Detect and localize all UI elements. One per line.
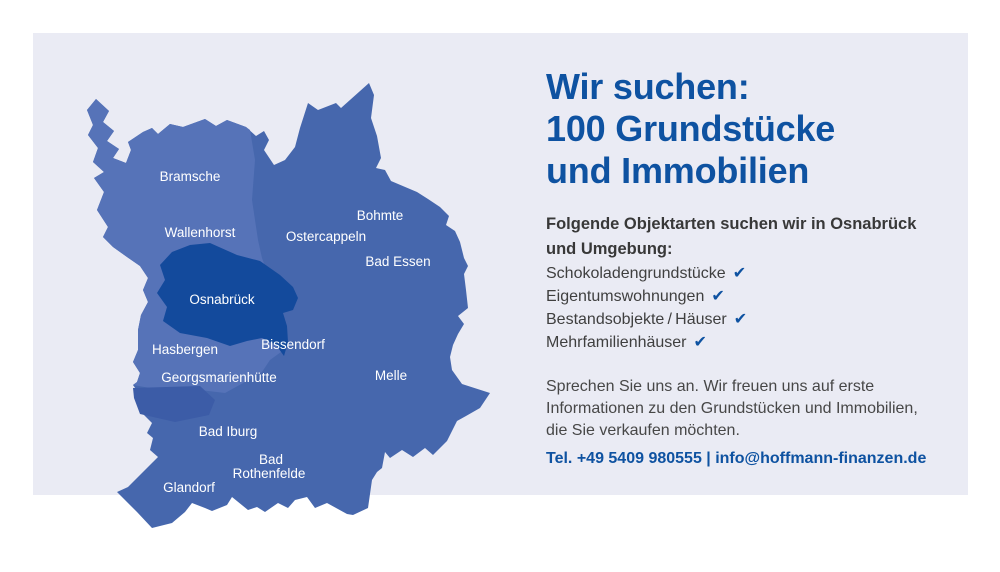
outro-line3: die Sie verkaufen möchten.	[546, 422, 740, 439]
page-title: Wir suchen: 100 Grundstücke und Immobili…	[546, 66, 958, 192]
map-label-osnabrueck: Osnabrück	[189, 292, 255, 307]
map-label-melle: Melle	[375, 368, 407, 383]
check-icon: ✔	[732, 263, 747, 282]
map-label-bad-rothenfelde-line2: Rothenfelde	[233, 466, 306, 481]
map-label-bramsche: Bramsche	[160, 169, 221, 184]
check-icon: ✔	[711, 286, 725, 305]
check-icon: ✔	[733, 309, 748, 328]
list-item: Schokoladengrundstücke ✔	[546, 262, 958, 285]
outro-line1: Sprechen Sie uns an. Wir freuen uns auf …	[546, 378, 875, 395]
map-label-ostercappeln: Ostercappeln	[286, 229, 366, 244]
headline-line2: 100 Grundstücke	[546, 108, 836, 149]
headline-line3: und Immobilien	[546, 150, 810, 191]
list-item: Eigentumswohnungen ✔	[546, 285, 958, 308]
content-column: Wir suchen: 100 Grundstücke und Immobili…	[546, 66, 958, 470]
map-label-bohmte: Bohmte	[357, 208, 404, 223]
map-label-bissendorf: Bissendorf	[261, 337, 325, 352]
check-icon: ✔	[693, 332, 707, 351]
intro-line1: Folgende Objektarten suchen wir in Osnab…	[546, 215, 917, 233]
map-label-wallenhorst: Wallenhorst	[165, 225, 236, 240]
list-item: Mehrfamilienhäuser ✔	[546, 331, 958, 354]
list-item: Bestandsobjekte / Häuser ✔	[546, 308, 958, 331]
map-label-bad-essen: Bad Essen	[365, 254, 430, 269]
osnabrueck-city-shape	[157, 243, 298, 356]
list-item-label: Eigentumswohnungen	[546, 288, 705, 305]
outro-line2: Informationen zu den Grundstücken und Im…	[546, 400, 918, 417]
headline-line1: Wir suchen:	[546, 66, 750, 107]
contact-line[interactable]: Tel. +49 5409 980555 | info@hoffmann-fin…	[546, 450, 927, 467]
map-label-bad-iburg: Bad Iburg	[199, 424, 258, 439]
map-label-bad-rothenfelde-line1: Bad	[259, 452, 283, 467]
map-label-glandorf: Glandorf	[163, 480, 215, 495]
list-item-label: Mehrfamilienhäuser	[546, 334, 687, 351]
intro-line2: und Umgebung:	[546, 240, 673, 258]
object-types-list: Schokoladengrundstücke ✔ Eigentumswohnung…	[546, 262, 958, 354]
call-to-action-text: Sprechen Sie uns an. Wir freuen uns auf …	[546, 376, 958, 442]
hagen-region-shape	[133, 386, 215, 422]
object-types-intro: Folgende Objektarten suchen wir in Osnab…	[546, 212, 958, 262]
map-label-georgsmarienhuette: Georgsmarienhütte	[161, 370, 277, 385]
map-label-hasbergen: Hasbergen	[152, 342, 218, 357]
list-item-label: Schokoladengrundstücke	[546, 265, 726, 282]
list-item-label: Bestandsobjekte / Häuser	[546, 311, 727, 328]
